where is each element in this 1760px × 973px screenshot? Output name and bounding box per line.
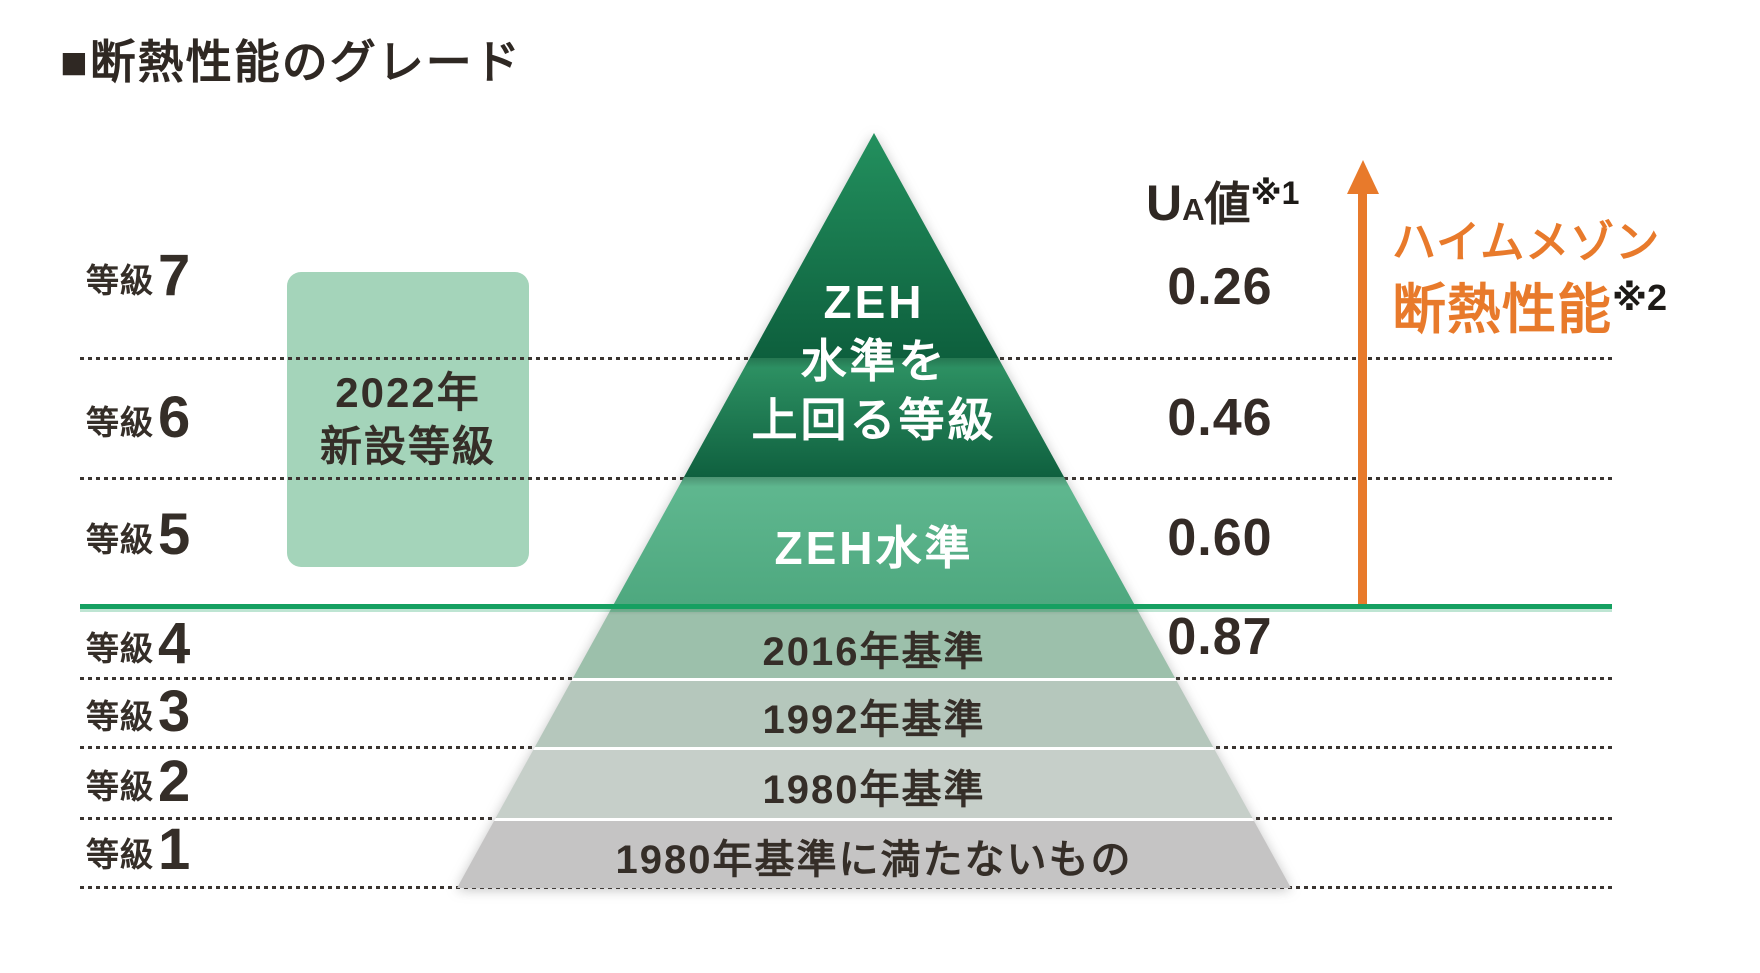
ua-u: U (1146, 175, 1183, 231)
grade-number: 1 (158, 817, 191, 882)
zeh-exceed-line3: 上回る等級 (751, 394, 997, 446)
heim-range-arrow-head (1347, 160, 1379, 194)
ua-value-grade4: 0.87 (1167, 608, 1273, 666)
zeh-exceed-line1: ZEH (823, 276, 925, 328)
grade-prefix: 等級 (86, 698, 154, 735)
page-title: ■断熱性能のグレード (60, 36, 522, 88)
grade5-threshold-line (80, 604, 1612, 609)
grade-prefix: 等級 (86, 404, 154, 441)
grade-label-6: 等級 6 (86, 384, 190, 456)
band-shadow (457, 477, 1291, 487)
ua-value-grade5: 0.60 (1167, 509, 1273, 567)
grade-prefix: 等級 (86, 262, 154, 299)
zeh-exceed-label: ZEH 水準を 上回る等級 (457, 273, 1291, 450)
below-1980-label: 1980年基準に満たないもの (615, 838, 1133, 882)
grade-label-2: 等級 2 (86, 748, 190, 820)
ua-subscript-a: A (1182, 192, 1205, 227)
grade-number: 7 (158, 243, 191, 308)
ua-footnote-ref: ※1 (1250, 175, 1300, 211)
ua-value-grade7: 0.26 (1167, 258, 1273, 316)
heim-note-line2: 断熱性能※2 (1392, 268, 1667, 340)
zeh-level-label: ZEH水準 (774, 522, 974, 574)
heim-note-title: 断熱性能 (1392, 280, 1612, 340)
grade-prefix: 等級 (86, 836, 154, 873)
new-grades-2022-box: 2022年 新設等級 (287, 272, 529, 567)
grade-number: 3 (158, 679, 191, 744)
grade-label-4: 等級 4 (86, 610, 190, 682)
new-grades-year: 2022年 (335, 368, 481, 416)
band-grade1-below1980 (457, 818, 1291, 888)
grade-number: 6 (158, 385, 191, 450)
zeh-exceed-line2: 水準を (800, 335, 948, 387)
grade-label-7: 等級 7 (86, 242, 190, 314)
new-grades-label: 新設等級 (319, 422, 496, 470)
band-grade2-1980 (457, 747, 1291, 818)
grade-label-3: 等級 3 (86, 678, 190, 750)
ua-value-header: UA値※1 (1146, 168, 1299, 234)
grade-label-5: 等級 5 (86, 501, 190, 573)
band-shadow (457, 358, 1291, 368)
grade-number: 5 (158, 502, 191, 567)
grade-number: 2 (158, 749, 191, 814)
pyramid-shape: ZEH 水準を 上回る等級 ZEH水準 2016年基準 1992年基準 1980… (457, 133, 1291, 888)
ua-value-grade6: 0.46 (1167, 389, 1273, 447)
grade-prefix: 等級 (86, 768, 154, 805)
std-1992-label: 1992年基準 (762, 698, 986, 742)
std-2016-label: 2016年基準 (762, 630, 986, 674)
heim-note-line1: ハイムメゾン (1392, 218, 1661, 267)
grade-prefix: 等級 (86, 630, 154, 667)
band-shadow (457, 605, 1291, 615)
grade-label-1: 等級 1 (86, 816, 190, 888)
heim-footnote-ref: ※2 (1612, 277, 1668, 318)
heim-insulation-note: ハイムメゾン 断熱性能※2 (1392, 218, 1667, 340)
heim-range-arrow-shaft (1358, 192, 1367, 604)
grade-pyramid: ZEH 水準を 上回る等級 ZEH水準 2016年基準 1992年基準 1980… (457, 133, 1291, 888)
std-1980-label: 1980年基準 (762, 768, 986, 812)
grade-prefix: 等級 (86, 521, 154, 558)
grade-number: 4 (158, 611, 191, 676)
band-grade3-1992 (457, 678, 1291, 747)
ua-unit: 値 (1204, 178, 1251, 230)
